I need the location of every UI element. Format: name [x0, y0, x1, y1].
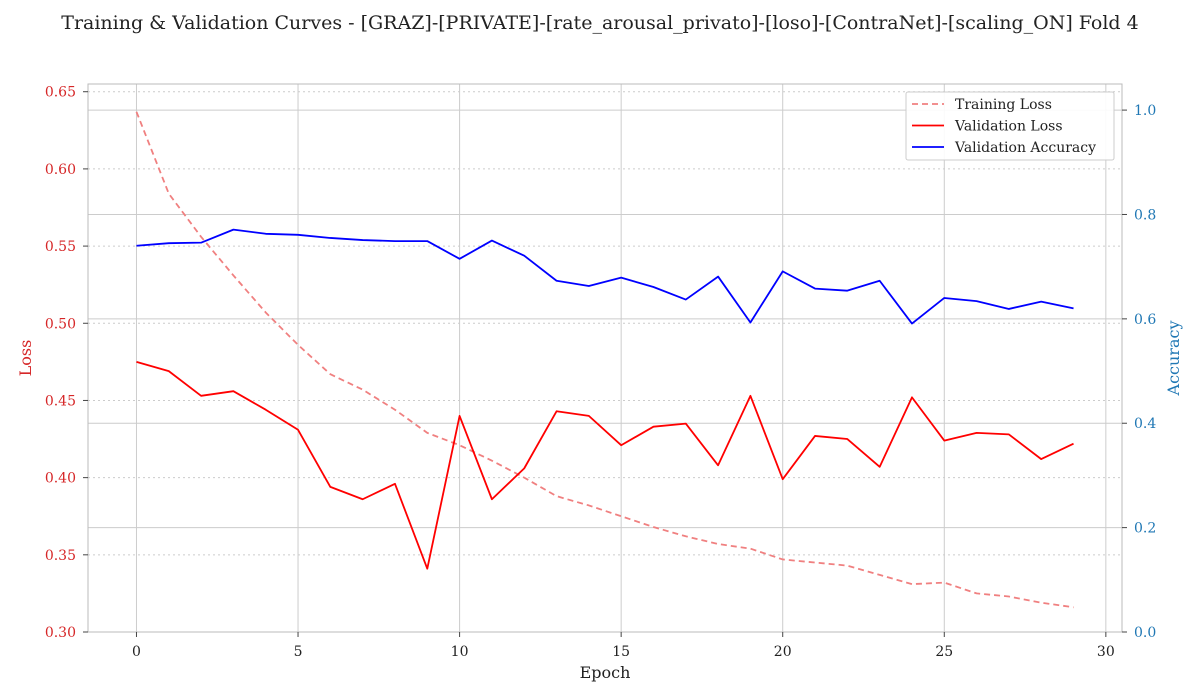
y-left-tick-label: 0.40: [45, 471, 76, 487]
y-axis-label-left: Loss: [16, 340, 35, 377]
y-left-tick-label: 0.60: [45, 162, 76, 178]
legend-label: Training Loss: [955, 97, 1052, 113]
y-left-tick-label: 0.65: [45, 85, 76, 101]
legend: Training Loss Validation Loss Validation A…: [905, 91, 1115, 161]
x-tick-label: 10: [451, 644, 469, 660]
grid-layer: [88, 84, 1122, 633]
x-tick-label: 20: [774, 644, 792, 660]
axes-layer: 0 5 10 15 20 25 300.300.350.400.450.500.550.60…: [45, 83, 1156, 660]
legend-label: Validation Loss: [954, 119, 1063, 135]
y-left-tick-label: 0.35: [45, 548, 76, 564]
y-right-tick-label: 0.2: [1134, 521, 1156, 537]
y-left-tick-label: 0.50: [45, 316, 76, 332]
x-tick-label: 25: [935, 644, 953, 660]
validation-loss-line: [136, 360, 1074, 570]
series-layer: [135, 111, 1074, 609]
training-loss-line: [135, 111, 1074, 609]
y-right-tick-label: 0.6: [1134, 312, 1156, 328]
plot-frame: [87, 83, 1123, 633]
chart-title: Training & Validation Curves - [GRAZ]-[P…: [61, 12, 1138, 34]
y-left-tick-label: 0.30: [45, 625, 76, 641]
y-right-tick-label: 1.0: [1134, 103, 1156, 119]
x-tick-label: 15: [612, 644, 630, 660]
x-axis-label: Epoch: [580, 663, 631, 682]
y-right-tick-label: 0.0: [1134, 625, 1156, 641]
x-tick-label: 30: [1097, 644, 1115, 660]
y-right-tick-label: 0.8: [1134, 207, 1156, 223]
legend-label: Validation Accuracy: [954, 140, 1096, 156]
validation-accuracy-line: [136, 228, 1074, 325]
x-tick-label: 5: [294, 644, 303, 660]
y-right-tick-label: 0.4: [1134, 416, 1156, 432]
x-tick-label: 0: [132, 644, 141, 660]
y-axis-label-right: Accuracy: [1164, 321, 1183, 397]
legend-box: [905, 91, 1115, 161]
y-left-tick-label: 0.45: [45, 393, 76, 409]
y-left-tick-label: 0.55: [45, 239, 76, 255]
